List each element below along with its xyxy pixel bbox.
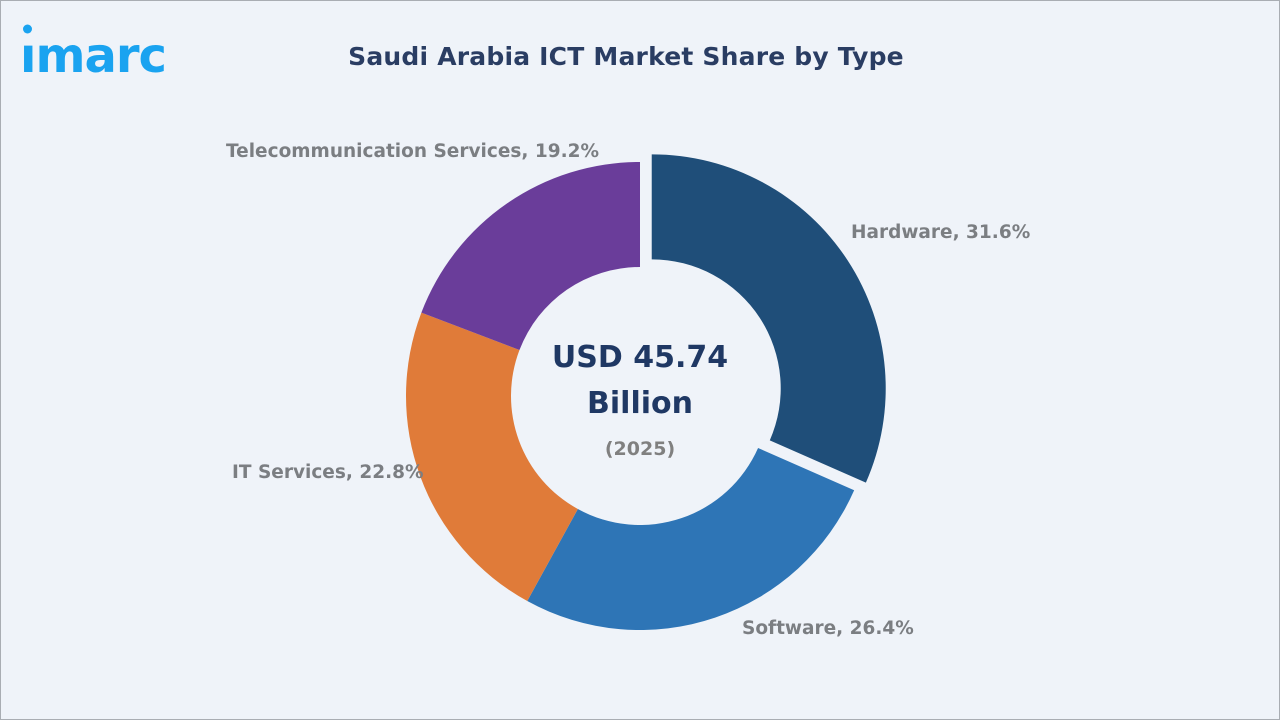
slice-hardware [651, 154, 886, 483]
label-telecommunication-services: Telecommunication Services, 19.2% [226, 141, 600, 162]
center-unit: Billion [587, 386, 693, 421]
slice-it-services [406, 312, 578, 602]
label-it-services: IT Services, 22.8% [232, 462, 424, 483]
imarc-logo: ımarc [20, 24, 167, 78]
center-year: (2025) [604, 438, 676, 460]
label-hardware: Hardware, 31.6% [851, 222, 1031, 243]
center-value: USD 45.74 [551, 340, 729, 375]
slice-telecommunication-services [421, 162, 640, 351]
chart-title: Saudi Arabia ICT Market Share by Type [348, 42, 904, 71]
svg-text:ımarc: ımarc [20, 28, 166, 78]
slice-software [527, 447, 855, 631]
label-software: Software, 26.4% [742, 618, 914, 639]
